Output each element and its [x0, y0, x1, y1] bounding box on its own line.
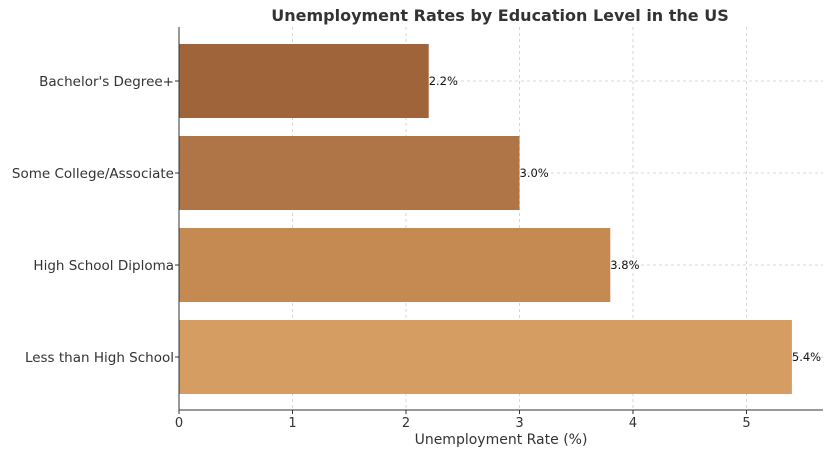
x-tick-label: 5 — [742, 416, 750, 431]
y-axis-ticks: Less than High School High School Diploma… — [12, 74, 179, 366]
y-tick-label: Bachelor's Degree+ — [39, 74, 174, 90]
bar — [179, 320, 792, 394]
x-axis-label: Unemployment Rate (%) — [415, 432, 588, 448]
x-tick-label: 1 — [288, 416, 296, 431]
bar-value-label: 5.4% — [792, 350, 821, 364]
bar-value-label: 2.2% — [429, 74, 458, 88]
x-tick-label: 2 — [402, 416, 410, 431]
axes — [178, 27, 823, 411]
bar-value-label: 3.0% — [520, 166, 549, 180]
bar — [179, 136, 520, 210]
chart-title: Unemployment Rates by Education Level in… — [271, 6, 729, 25]
bar — [179, 44, 429, 118]
x-tick-label: 3 — [515, 416, 523, 431]
x-tick-label: 4 — [629, 416, 637, 431]
y-tick-label: High School Diploma — [33, 258, 174, 274]
y-tick-label: Less than High School — [25, 350, 174, 366]
x-axis-ticks: 0 1 2 3 4 5 — [175, 410, 751, 431]
bar-value-label: 3.8% — [610, 258, 639, 272]
bars: 5.4% 3.8% 3.0% 2.2% — [179, 44, 821, 394]
bar — [179, 228, 611, 302]
y-tick-label: Some College/Associate — [12, 166, 174, 182]
x-tick-label: 0 — [175, 416, 183, 431]
